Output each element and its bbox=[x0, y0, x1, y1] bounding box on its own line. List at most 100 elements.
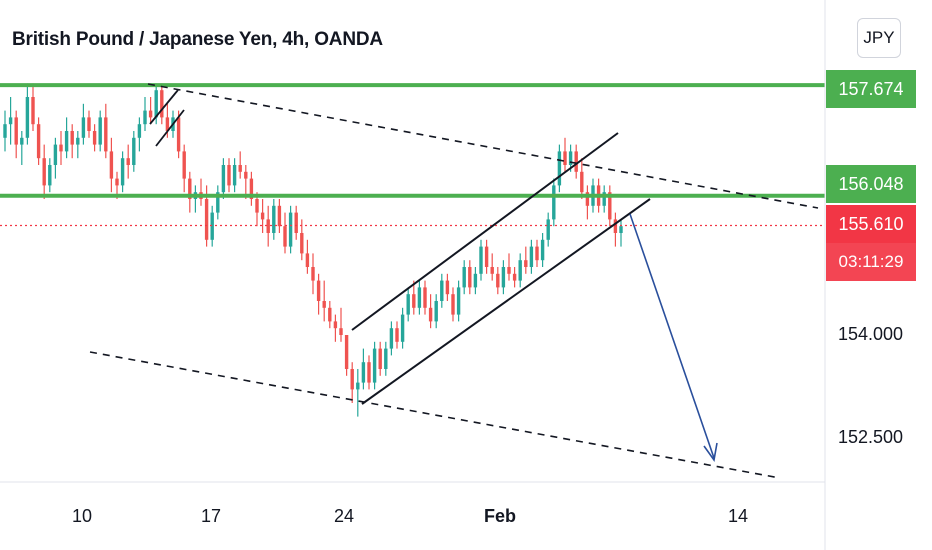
candle-body bbox=[104, 117, 108, 152]
candle-body bbox=[311, 267, 315, 281]
candle-body bbox=[143, 110, 147, 125]
resistance-upper-price-tag: 157.674 bbox=[826, 70, 916, 108]
candle-body bbox=[176, 117, 181, 152]
candle-body bbox=[137, 124, 142, 138]
candle bbox=[574, 144, 578, 179]
candle bbox=[372, 341, 377, 390]
candle bbox=[540, 233, 545, 267]
candle bbox=[182, 144, 186, 193]
candle bbox=[283, 212, 287, 254]
x-tick-label: 17 bbox=[200, 506, 222, 526]
candle bbox=[126, 144, 130, 179]
candle-body bbox=[3, 124, 7, 138]
candle-body bbox=[434, 301, 438, 322]
candle bbox=[496, 267, 500, 295]
candle-body bbox=[160, 90, 164, 118]
candle-body bbox=[8, 117, 13, 125]
candle bbox=[557, 144, 562, 193]
candle-body bbox=[126, 158, 130, 165]
candle-body bbox=[356, 382, 360, 390]
candle-body bbox=[244, 171, 248, 179]
candle-body bbox=[25, 97, 30, 138]
resistance-lower-price-tag: 156.048 bbox=[826, 165, 916, 203]
candle-body bbox=[76, 137, 80, 145]
candle-body bbox=[613, 219, 618, 233]
candle-body bbox=[210, 212, 214, 240]
candle bbox=[473, 267, 478, 295]
candle bbox=[176, 110, 181, 159]
candle bbox=[608, 185, 612, 227]
candle bbox=[148, 97, 153, 125]
candle-body bbox=[227, 165, 231, 186]
candle-body bbox=[266, 219, 270, 233]
candle bbox=[25, 83, 30, 145]
candle bbox=[546, 212, 550, 247]
candle bbox=[143, 97, 147, 131]
candle bbox=[563, 137, 567, 172]
ascending-channel-upper bbox=[351, 132, 619, 331]
candle-body bbox=[305, 253, 310, 267]
candle-body bbox=[580, 171, 584, 193]
candle bbox=[210, 205, 214, 247]
candle-body bbox=[417, 287, 422, 308]
candle-body bbox=[574, 151, 578, 172]
candle-body bbox=[260, 212, 265, 220]
y-tick-label: 154.000 bbox=[838, 324, 904, 344]
candle-body bbox=[344, 335, 349, 369]
projection-arrow-shaft bbox=[629, 213, 715, 459]
candle-body bbox=[294, 212, 298, 233]
candle-body bbox=[249, 178, 254, 199]
candle bbox=[322, 280, 326, 322]
candle-body bbox=[445, 280, 450, 295]
candle bbox=[507, 253, 511, 281]
candle bbox=[339, 307, 343, 342]
candle-body bbox=[64, 131, 69, 152]
candle-body bbox=[277, 205, 282, 227]
candle bbox=[59, 131, 63, 165]
candle-body bbox=[53, 144, 58, 165]
candle-body bbox=[496, 273, 500, 288]
candle-body bbox=[288, 212, 293, 247]
candle-body bbox=[568, 151, 573, 165]
candle bbox=[484, 239, 489, 274]
candle bbox=[244, 165, 248, 199]
candle bbox=[132, 131, 136, 172]
candle-body bbox=[501, 267, 506, 288]
candle-body bbox=[529, 246, 534, 267]
candle bbox=[48, 158, 52, 193]
candle-body bbox=[468, 267, 472, 288]
candle bbox=[31, 83, 35, 131]
candle bbox=[8, 97, 13, 145]
x-tick-label: Feb bbox=[483, 506, 517, 526]
candle-body bbox=[182, 151, 186, 179]
candle-body bbox=[31, 97, 35, 125]
candle bbox=[104, 103, 108, 159]
candle-body bbox=[283, 226, 287, 247]
candle-body bbox=[238, 165, 242, 172]
candle-body bbox=[602, 192, 606, 206]
candle-body bbox=[462, 267, 466, 288]
candle bbox=[384, 341, 388, 376]
candle-body bbox=[440, 280, 444, 301]
candle bbox=[76, 131, 80, 159]
candle bbox=[585, 185, 590, 220]
candle bbox=[395, 321, 399, 349]
candle bbox=[188, 171, 192, 213]
candle bbox=[288, 205, 293, 254]
candle-body bbox=[132, 137, 136, 165]
candle-body bbox=[120, 158, 125, 186]
flag-line-lower bbox=[155, 109, 185, 147]
currency-button[interactable]: JPY bbox=[857, 18, 901, 58]
candle bbox=[81, 103, 86, 145]
current-price-tag: 155.610 bbox=[826, 205, 916, 243]
candle bbox=[98, 110, 102, 152]
candle bbox=[524, 246, 528, 274]
candle-body bbox=[384, 348, 388, 369]
candle bbox=[92, 124, 97, 152]
candle bbox=[440, 273, 444, 308]
candle-body bbox=[109, 151, 114, 179]
candle-body bbox=[59, 144, 63, 152]
candle bbox=[512, 267, 517, 288]
candle-body bbox=[484, 246, 489, 267]
